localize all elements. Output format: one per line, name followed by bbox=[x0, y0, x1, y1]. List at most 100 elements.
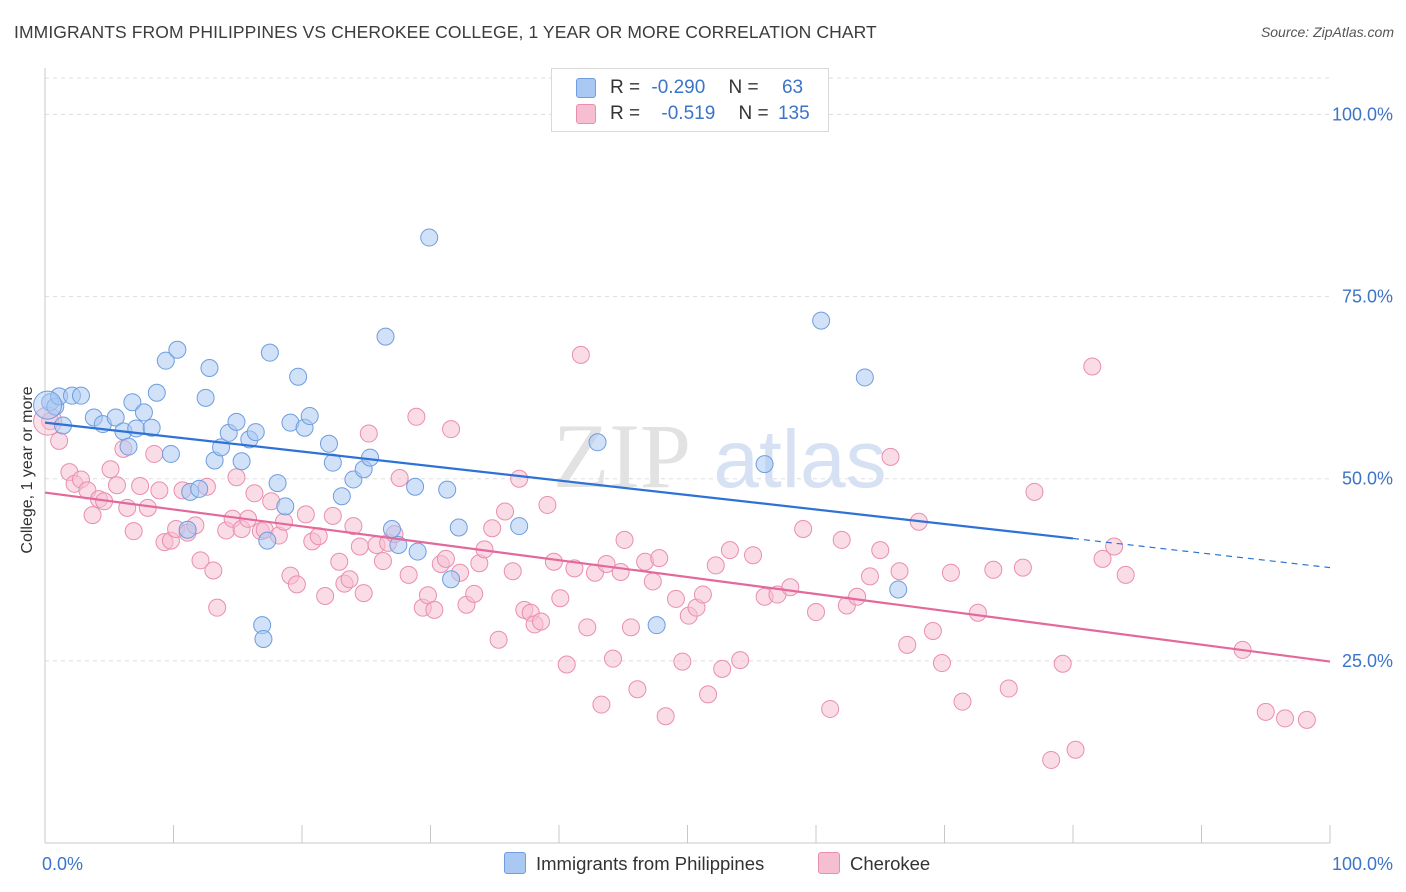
bottom-legend-cherokee: Cherokee bbox=[818, 852, 930, 875]
data-point-cherokee bbox=[191, 551, 210, 570]
data-point-cherokee bbox=[227, 468, 246, 487]
data-point-cherokee bbox=[204, 561, 223, 580]
data-point-cherokee bbox=[1042, 750, 1061, 769]
trend-lines bbox=[44, 421, 1331, 663]
data-point-philippines bbox=[168, 340, 187, 359]
data-point-cherokee bbox=[699, 685, 718, 704]
tick-labels: 25.0% 50.0% 75.0% 100.0% 0.0% 100.0% bbox=[42, 104, 1393, 874]
data-point-philippines bbox=[260, 343, 279, 362]
data-point-philippines bbox=[438, 480, 457, 499]
data-point-cherokee bbox=[359, 424, 378, 443]
data-point-cherokee bbox=[551, 589, 570, 608]
data-point-philippines bbox=[376, 327, 395, 346]
data-point-cherokee bbox=[860, 567, 879, 586]
data-point-cherokee bbox=[666, 589, 685, 608]
data-point-philippines bbox=[268, 474, 287, 493]
data-point-cherokee bbox=[275, 512, 294, 531]
data-point-philippines bbox=[406, 477, 425, 496]
data-point-cherokee bbox=[489, 630, 508, 649]
axes bbox=[44, 68, 1331, 844]
data-point-cherokee bbox=[50, 431, 69, 450]
legend-n-value: 135 bbox=[777, 103, 810, 124]
legend-r-value: -0.519 bbox=[661, 103, 716, 124]
data-point-cherokee bbox=[650, 549, 669, 568]
data-point-cherokee bbox=[1053, 654, 1072, 673]
watermark-atlas: atlas bbox=[713, 414, 886, 505]
data-point-cherokee bbox=[145, 444, 164, 463]
data-point-cherokee bbox=[407, 407, 426, 426]
data-point-philippines bbox=[71, 386, 90, 405]
data-point-cherokee bbox=[832, 530, 851, 549]
legend-n-value: 63 bbox=[781, 77, 804, 98]
data-point-cherokee bbox=[287, 575, 306, 594]
data-point-philippines bbox=[382, 519, 401, 538]
data-point-cherokee bbox=[932, 654, 951, 673]
data-point-philippines bbox=[200, 358, 219, 377]
data-point-cherokee bbox=[673, 652, 692, 671]
data-point-cherokee bbox=[344, 517, 363, 536]
data-point-philippines bbox=[227, 412, 246, 431]
data-point-cherokee bbox=[706, 556, 725, 575]
data-point-cherokee bbox=[350, 537, 369, 556]
data-point-philippines bbox=[232, 452, 251, 471]
data-point-cherokee bbox=[941, 563, 960, 582]
bottom-swatch-blue bbox=[504, 852, 526, 874]
legend-r-label: R = bbox=[610, 103, 641, 124]
data-point-cherokee bbox=[245, 484, 264, 503]
data-point-cherokee bbox=[354, 584, 373, 603]
data-point-cherokee bbox=[731, 651, 750, 670]
data-point-cherokee bbox=[923, 621, 942, 640]
data-point-cherokee bbox=[1013, 558, 1032, 577]
data-point-cherokee bbox=[898, 635, 917, 654]
watermark-zip: ZIP bbox=[553, 405, 691, 507]
data-point-philippines bbox=[119, 437, 138, 456]
data-point-cherokee bbox=[1083, 357, 1102, 376]
data-point-philippines bbox=[449, 518, 468, 537]
data-point-cherokee bbox=[968, 603, 987, 622]
data-point-philippines bbox=[442, 570, 461, 589]
data-point-cherokee bbox=[744, 546, 763, 565]
legend-r-value: -0.290 bbox=[651, 77, 706, 98]
data-point-philippines bbox=[134, 403, 153, 422]
data-point-cherokee bbox=[532, 612, 551, 631]
x-tick-label: 100.0% bbox=[1332, 854, 1393, 874]
data-point-cherokee bbox=[611, 562, 630, 581]
data-point-philippines bbox=[106, 408, 125, 427]
data-point-cherokee bbox=[571, 345, 590, 364]
data-point-philippines bbox=[156, 351, 175, 370]
data-point-cherokee bbox=[1093, 549, 1112, 568]
data-point-philippines bbox=[142, 418, 161, 437]
data-point-cherokee bbox=[483, 519, 502, 538]
data-point-cherokee bbox=[578, 618, 597, 637]
data-point-cherokee bbox=[953, 692, 972, 711]
data-point-philippines bbox=[408, 542, 427, 561]
data-point-cherokee bbox=[781, 578, 800, 597]
data-point-philippines bbox=[161, 444, 180, 463]
stats-legend: R = -0.290 N = 63 R = -0.519 N = 135 bbox=[551, 68, 829, 132]
data-point-philippines bbox=[190, 479, 209, 498]
data-point-cherokee bbox=[643, 572, 662, 591]
data-point-cherokee bbox=[107, 476, 126, 495]
data-point-cherokee bbox=[296, 505, 315, 524]
y-tick-label: 50.0% bbox=[1342, 469, 1393, 489]
data-point-cherokee bbox=[821, 699, 840, 718]
data-point-cherokee bbox=[208, 598, 227, 617]
data-point-cherokee bbox=[330, 552, 349, 571]
data-point-philippines bbox=[123, 393, 142, 412]
data-point-cherokee bbox=[510, 469, 529, 488]
x-tick-label: 0.0% bbox=[42, 854, 83, 874]
y-tick-label: 25.0% bbox=[1342, 651, 1393, 671]
data-point-cherokee bbox=[565, 559, 584, 578]
trend-line-cherokee bbox=[44, 491, 1331, 663]
chart-title: IMMIGRANTS FROM PHILIPPINES VS CHEROKEE … bbox=[14, 22, 877, 42]
data-point-cherokee bbox=[720, 541, 739, 560]
data-point-philippines bbox=[254, 630, 273, 648]
data-point-cherokee bbox=[890, 562, 909, 581]
data-point-cherokee bbox=[615, 530, 634, 549]
data-point-philippines bbox=[300, 407, 319, 426]
data-point-philippines bbox=[276, 497, 295, 516]
watermark: ZIP atlas bbox=[553, 405, 887, 507]
data-point-cherokee bbox=[871, 541, 890, 560]
data-point-philippines bbox=[196, 388, 215, 407]
